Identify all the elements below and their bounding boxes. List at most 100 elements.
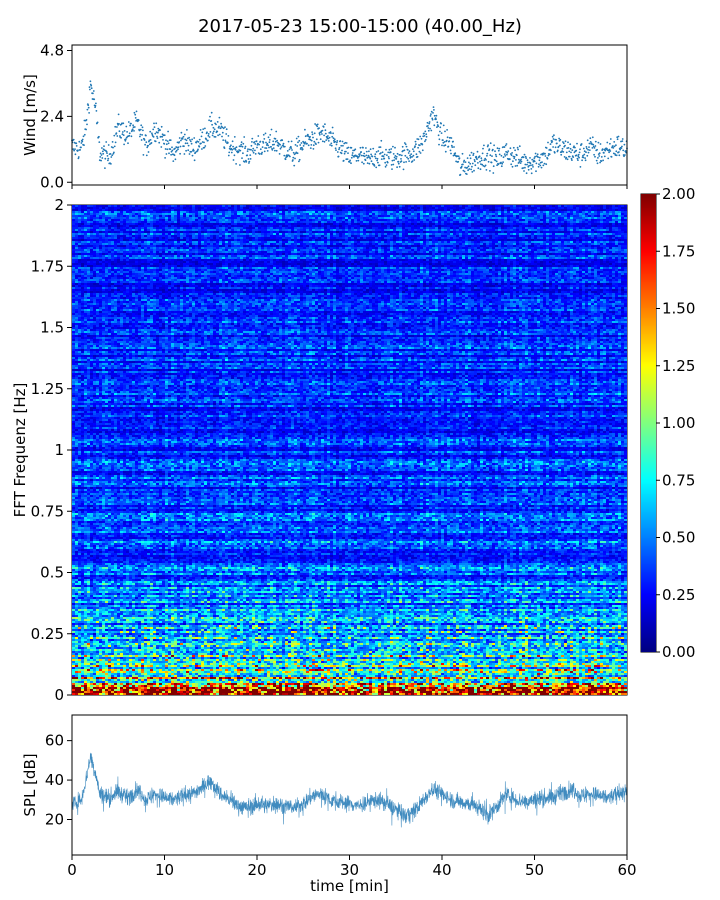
spl-xtick-label: 60 — [617, 861, 636, 879]
wind-point — [375, 151, 378, 153]
wind-point — [139, 128, 142, 131]
wind-point — [547, 154, 550, 157]
wind-point — [571, 149, 574, 152]
wind-point — [157, 127, 160, 130]
wind-point — [169, 148, 172, 151]
wind-point — [489, 154, 492, 157]
wind-point — [510, 154, 513, 157]
wind-point — [124, 139, 127, 142]
wind-point — [333, 139, 335, 142]
wind-point — [206, 131, 208, 134]
wind-point — [483, 159, 486, 162]
wind-point — [420, 137, 423, 140]
wind-point — [468, 168, 471, 170]
wind-point — [274, 137, 277, 140]
wind-point — [529, 162, 532, 165]
wind-point — [405, 161, 407, 163]
wind-point — [117, 113, 120, 116]
wind-point — [85, 128, 87, 131]
wind-point — [526, 159, 529, 162]
wind-point — [491, 148, 494, 151]
wind-point — [430, 110, 433, 113]
wind-point — [166, 148, 169, 151]
wind-point — [603, 155, 606, 158]
spl-xtick-label: 0 — [67, 861, 77, 879]
wind-point — [482, 147, 484, 150]
wind-point — [400, 154, 403, 157]
wind-point — [496, 164, 498, 167]
wind-point — [385, 148, 387, 151]
wind-point — [173, 154, 176, 157]
wind-point — [316, 123, 319, 126]
wind-point — [353, 156, 355, 158]
wind-point — [596, 148, 598, 151]
wind-point — [90, 84, 93, 87]
spectrogram-ytick-label: 1.5 — [40, 319, 64, 337]
wind-point — [569, 147, 572, 150]
wind-point — [427, 127, 430, 129]
wind-point — [532, 166, 534, 168]
wind-point — [290, 147, 293, 150]
wind-point — [250, 144, 253, 147]
wind-point — [268, 141, 271, 144]
wind-point — [576, 157, 579, 160]
wind-point — [435, 118, 437, 121]
wind-point — [210, 111, 213, 114]
colorbar-tick-label: 0.00 — [662, 643, 695, 661]
wind-point — [348, 161, 351, 163]
wind-point — [79, 149, 81, 151]
wind-point — [553, 151, 556, 154]
spl-xtick-label: 40 — [432, 861, 451, 879]
wind-point — [258, 143, 260, 146]
wind-point — [259, 148, 262, 151]
wind-point — [417, 138, 420, 141]
wind-point — [121, 122, 123, 125]
wind-point — [494, 153, 497, 156]
wind-point — [118, 130, 121, 133]
wind-point — [288, 148, 291, 151]
wind-point — [218, 125, 220, 128]
wind-point — [555, 138, 557, 141]
wind-point — [99, 152, 102, 155]
wind-point — [538, 159, 541, 162]
wind-point — [383, 153, 386, 156]
wind-point — [249, 154, 252, 157]
wind-point — [471, 171, 474, 173]
wind-point — [268, 139, 271, 141]
wind-point — [404, 154, 407, 157]
wind-point — [582, 154, 584, 157]
wind-point — [622, 149, 625, 152]
wind-point — [366, 162, 369, 165]
wind-point — [523, 170, 525, 172]
wind-point — [347, 152, 349, 155]
wind-point — [263, 150, 266, 153]
wind-point — [133, 126, 136, 128]
wind-point — [94, 106, 96, 109]
wind-point — [150, 142, 153, 144]
wind-point — [199, 129, 202, 131]
wind-point — [145, 154, 148, 157]
colorbar-tick-label: 0.75 — [662, 471, 695, 489]
wind-point — [254, 153, 257, 155]
wind-point — [397, 162, 400, 165]
wind-point — [515, 159, 517, 161]
wind-point — [552, 138, 555, 140]
wind-point — [426, 121, 429, 124]
wind-point — [278, 153, 281, 155]
wind-point — [168, 152, 170, 155]
colorbar-tick-label: 1.25 — [662, 357, 695, 375]
wind-point — [169, 139, 172, 142]
wind-point — [419, 152, 422, 154]
wind-point — [189, 140, 192, 143]
wind-point — [514, 149, 516, 152]
wind-point — [493, 144, 495, 147]
wind-point — [561, 147, 564, 150]
wind-point — [103, 145, 105, 148]
wind-point — [269, 134, 272, 136]
figure-title: 2017-05-23 15:00-15:00 (40.00_Hz) — [198, 16, 522, 37]
wind-point — [569, 143, 572, 146]
wind-point — [479, 168, 482, 171]
wind-point — [467, 165, 470, 168]
wind-point — [620, 147, 623, 150]
wind-point — [480, 159, 483, 162]
